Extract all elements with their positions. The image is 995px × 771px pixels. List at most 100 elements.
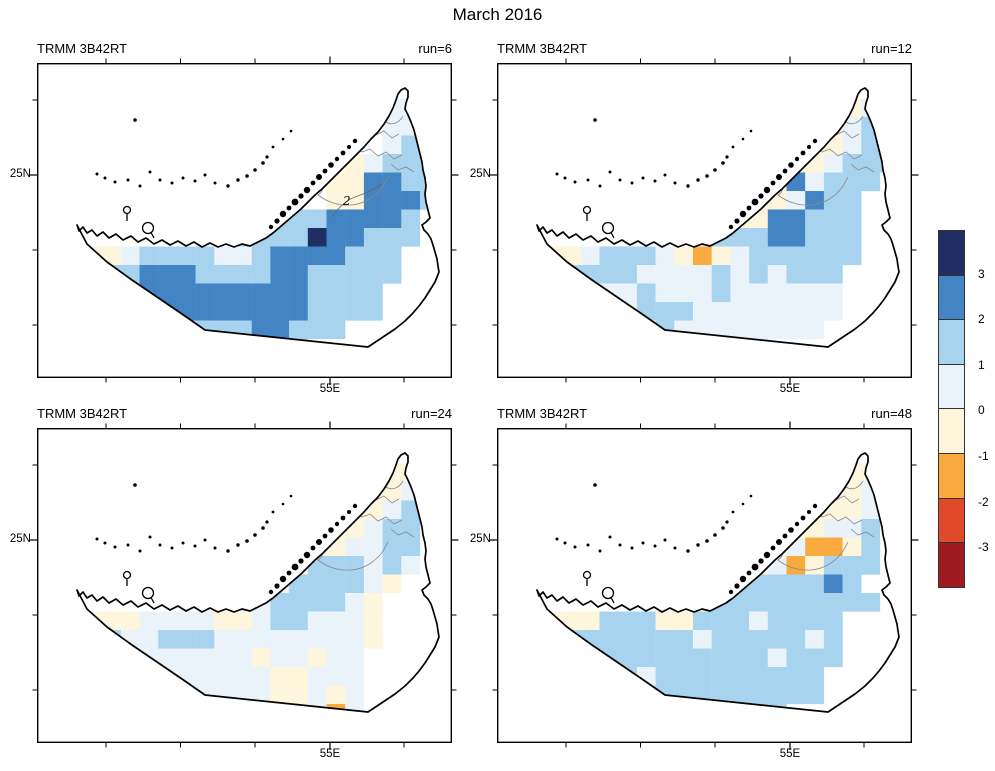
- island: [265, 155, 269, 159]
- map-cell: [289, 574, 308, 594]
- map-cell: [749, 574, 768, 594]
- map-cell: [749, 228, 768, 247]
- map-cell: [120, 283, 140, 303]
- colorbar-segment: [938, 230, 965, 276]
- island: [794, 156, 800, 162]
- map-cell: [195, 283, 215, 303]
- map-cell: [363, 611, 383, 631]
- island: [158, 543, 162, 547]
- map-cell: [861, 519, 881, 538]
- admin-boundary: [813, 145, 863, 160]
- map-cell: [711, 339, 731, 347]
- panel-source-label: TRMM 3B42RT: [37, 41, 128, 56]
- map-cell: [618, 283, 638, 303]
- island: [347, 145, 351, 149]
- island: [193, 544, 197, 548]
- map-cell: [580, 611, 600, 631]
- island: [322, 168, 328, 174]
- map-cell: [77, 630, 84, 649]
- map-cell: [805, 611, 825, 631]
- map-cell: [823, 519, 843, 538]
- map-cell: [289, 209, 308, 229]
- map-cell: [233, 704, 252, 712]
- map-cell: [730, 283, 750, 303]
- map-cell: [823, 265, 843, 284]
- map-cell: [823, 191, 843, 210]
- island: [728, 224, 734, 230]
- island: [334, 156, 340, 162]
- island: [586, 543, 590, 547]
- island: [226, 184, 230, 188]
- map-cell: [363, 154, 383, 173]
- map-cell: [580, 302, 600, 321]
- admin-boundary: [813, 510, 863, 525]
- map-cell: [543, 265, 563, 284]
- map-cell: [618, 630, 638, 649]
- map-cell: [139, 265, 159, 284]
- map-cell: [345, 537, 365, 557]
- colorbar-tick-label: 1: [978, 357, 985, 372]
- map-cell: [861, 172, 881, 192]
- island: [663, 538, 667, 542]
- island: [279, 210, 287, 218]
- panel-run-label: run=12: [871, 41, 912, 56]
- map-cell: [139, 246, 159, 266]
- island: [749, 494, 753, 498]
- map-cell: [345, 593, 365, 612]
- map-cell: [270, 228, 290, 247]
- panel-source-label: TRMM 3B42RT: [37, 406, 128, 421]
- map-cell: [120, 648, 140, 668]
- map-cell: [176, 283, 196, 303]
- map-cell: [655, 648, 675, 668]
- island: [113, 545, 117, 549]
- map-cell: [730, 667, 750, 686]
- map-cell: [270, 283, 290, 303]
- map-cell: [233, 265, 252, 284]
- map-cell: [823, 537, 843, 557]
- map-cell: [805, 667, 825, 686]
- map-cell: [270, 265, 290, 284]
- map-cell: [401, 191, 421, 210]
- map-cell: [158, 265, 178, 284]
- map-cell: [749, 704, 768, 712]
- map-cell: [345, 648, 365, 668]
- island: [316, 539, 322, 545]
- map-cell: [251, 667, 271, 686]
- map-svg: [490, 421, 919, 750]
- map-cell: [636, 611, 656, 631]
- map-cell: [711, 320, 731, 340]
- map-cell: [730, 630, 750, 649]
- panel-frame: [496, 427, 913, 744]
- island: [133, 118, 137, 122]
- island: [303, 186, 311, 194]
- map-cell: [562, 685, 581, 705]
- island: [95, 537, 99, 541]
- panel-header: TRMM 3B42RT run=12: [497, 41, 912, 56]
- map-cell: [674, 339, 694, 347]
- island: [213, 181, 217, 185]
- map-cell: [270, 574, 290, 594]
- panel-run-label: run=48: [871, 406, 912, 421]
- map-cell: [786, 574, 806, 594]
- map-cell: [823, 630, 843, 649]
- map-cell: [307, 283, 327, 303]
- map-cell: [580, 648, 600, 668]
- map-cell: [599, 630, 619, 649]
- island: [193, 179, 197, 183]
- map-cell: [214, 630, 234, 649]
- map-cell: [289, 302, 308, 321]
- map-cell: [749, 685, 768, 705]
- map-cell: [270, 685, 290, 705]
- contour-label: 2: [342, 194, 351, 208]
- map-cell: [120, 611, 140, 631]
- island: [618, 178, 622, 182]
- map-cell: [363, 519, 383, 538]
- map-cell: [326, 556, 346, 575]
- island: [739, 210, 747, 218]
- map-cell: [693, 667, 712, 686]
- map-cell: [712, 723, 731, 742]
- map-cell: [730, 302, 750, 321]
- map-cell: [214, 667, 234, 686]
- map-cell: [786, 320, 806, 340]
- map-cell: [711, 574, 731, 594]
